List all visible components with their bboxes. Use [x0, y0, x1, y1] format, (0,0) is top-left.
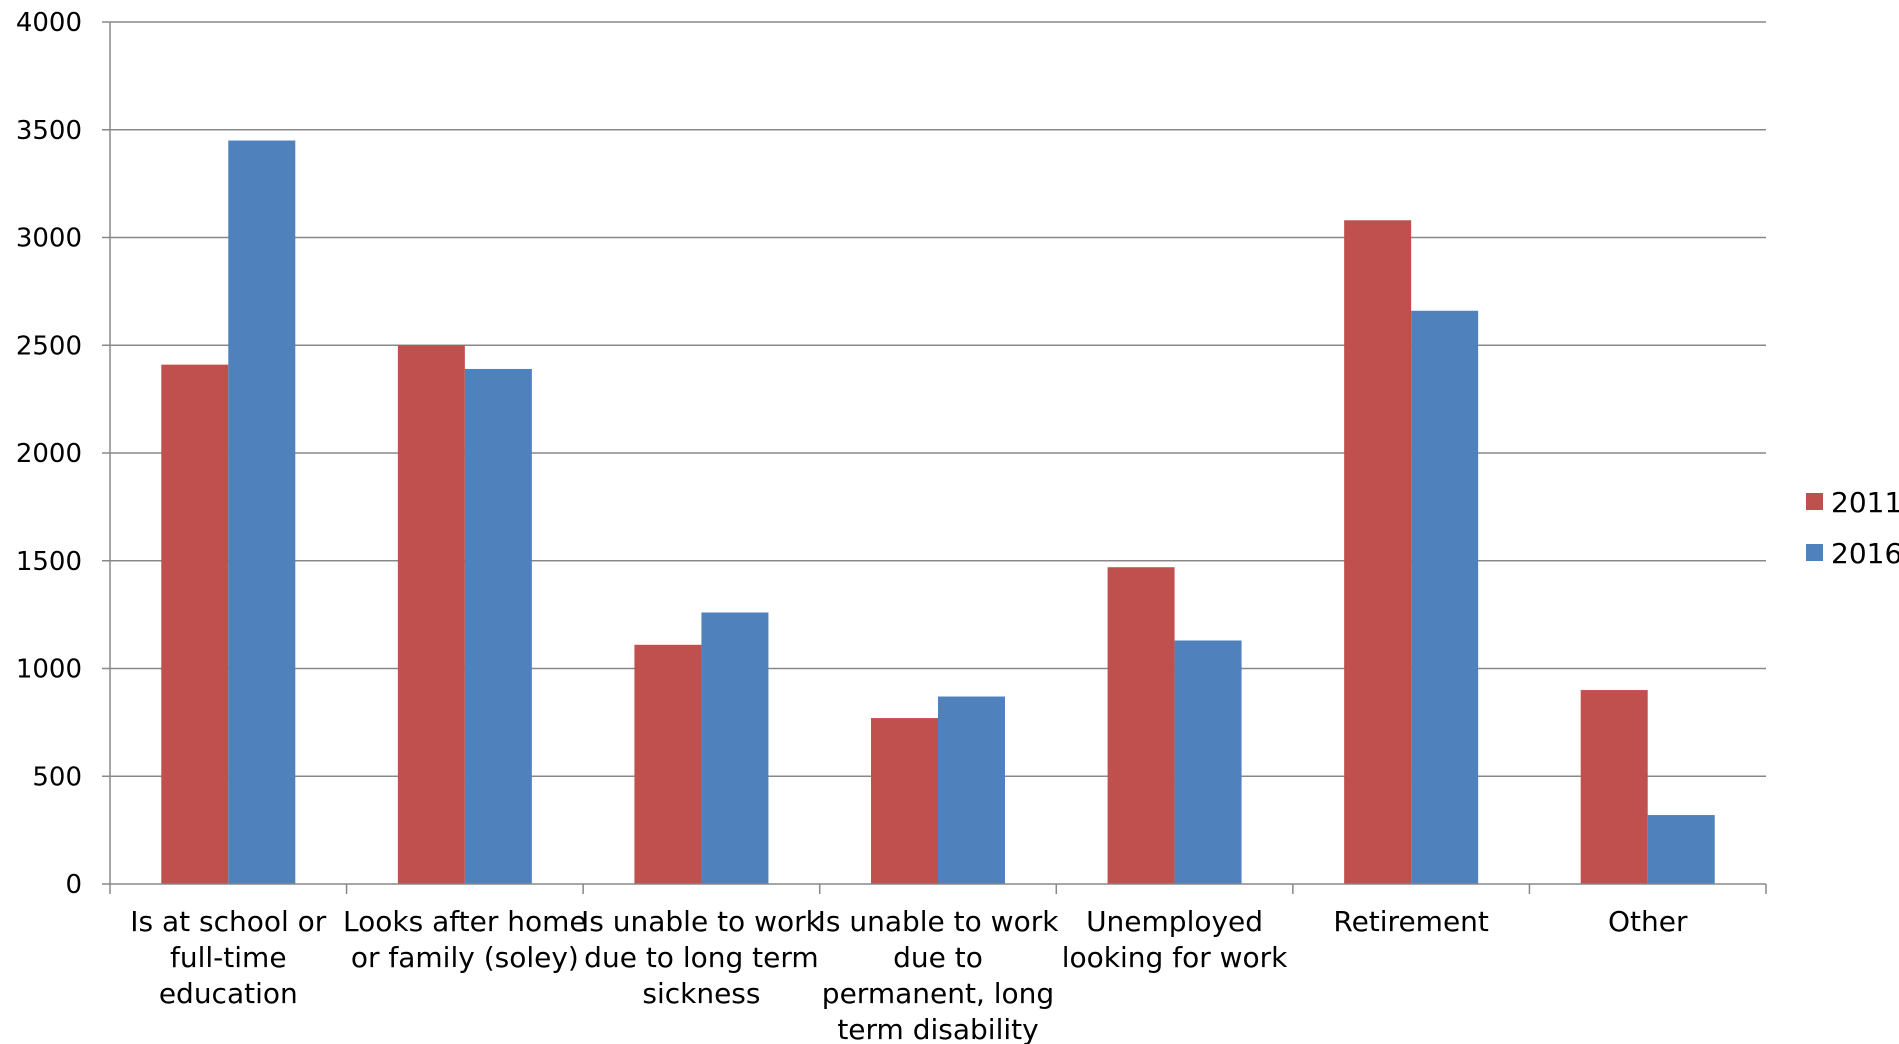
category-label-line: Is at school or: [130, 905, 327, 938]
category-label: Other: [1608, 905, 1688, 938]
y-axis-tick-labels: 0 500 1000 1500 2000 2500 3000 3500 4000: [16, 8, 82, 900]
category-label: Is unable to work due to permanent, long te…: [818, 905, 1060, 1044]
bar-2011: [161, 364, 229, 884]
category-label: Looks after home or family (soley): [343, 905, 587, 974]
category-label: Retirement: [1333, 905, 1489, 938]
category-label-line: Is unable to work: [581, 905, 823, 938]
gridlines: [110, 21, 1766, 777]
category-label-line: full-time: [170, 941, 287, 974]
y-tick-label: 4000: [16, 8, 82, 38]
y-tick-label: 2500: [16, 331, 82, 361]
category-label-line: Looks after home: [343, 905, 587, 938]
y-tick-label: 3000: [16, 224, 82, 254]
category-label: Unemployed looking for work: [1062, 905, 1288, 974]
category-label-line: looking for work: [1062, 941, 1288, 974]
category-label-line: or family (soley): [351, 941, 579, 974]
y-tick-label: 1500: [16, 547, 82, 577]
y-tick-label: 1000: [16, 655, 82, 685]
legend-swatch-2011: [1806, 493, 1823, 510]
axes: [102, 21, 1767, 894]
bar-2016: [1174, 640, 1242, 884]
y-tick-label: 0: [65, 870, 82, 900]
bar-2016: [1647, 815, 1715, 884]
bar-2011: [1107, 567, 1175, 884]
legend-label-2016: 2016: [1831, 537, 1899, 570]
category-label-line: due to: [893, 941, 983, 974]
bar-2011: [871, 718, 938, 884]
category-label-line: education: [159, 977, 298, 1010]
bar-2016: [701, 612, 769, 884]
bar-2016: [228, 140, 296, 884]
y-tick-label: 500: [32, 762, 82, 792]
category-label-line: Is unable to work: [818, 905, 1060, 938]
y-tick-label: 2000: [16, 439, 82, 469]
bar-2011: [1580, 690, 1648, 884]
category-label-line: permanent, long: [822, 977, 1054, 1010]
category-label: Is at school or full-time education: [130, 905, 327, 1010]
legend-swatch-2016: [1806, 544, 1823, 561]
legend-label-2011: 2011: [1831, 486, 1899, 519]
bar-2016: [1411, 310, 1479, 884]
bar-2016: [938, 696, 1005, 884]
bar-2011: [397, 345, 465, 884]
bar-2016: [464, 368, 532, 885]
category-label: Is unable to work due to long term sicknes…: [581, 905, 823, 1010]
category-label-line: Retirement: [1333, 905, 1489, 938]
bar-2011: [634, 644, 702, 884]
category-label-line: Unemployed: [1086, 905, 1263, 938]
bars: [161, 140, 1715, 885]
bar-2011: [1344, 220, 1412, 884]
category-label-line: due to long term: [584, 941, 819, 974]
category-label-line: sickness: [642, 977, 760, 1010]
category-label-line: term disability: [837, 1013, 1038, 1044]
legend: 2011 2016: [1806, 486, 1899, 570]
y-tick-label: 3500: [16, 116, 82, 146]
category-label-line: Other: [1608, 905, 1688, 938]
